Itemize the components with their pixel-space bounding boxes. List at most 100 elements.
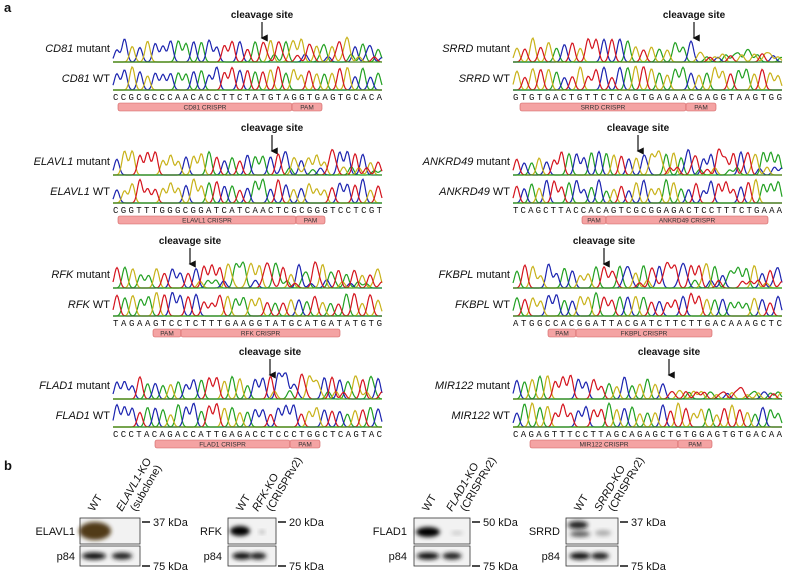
trace-label: ANKRD49 mutant [422,156,510,168]
chromatogram-trace [513,292,782,317]
marker-label: 75 kDa [483,561,519,573]
protein-label: FLAD1 [373,526,407,538]
marker-label: 37 kDa [153,517,189,529]
trace-label: CD81 mutant [45,43,110,55]
panel-label: b [4,458,12,473]
gene-name: ANKRD49 [422,156,474,168]
band [111,552,133,560]
gene-name: CD81 [62,73,90,85]
trace-label: MIR122 mutant [435,380,510,392]
gene-name: SRRD [459,73,490,85]
trace-type: WT [93,186,110,198]
gene-name: FLAD1 [56,410,90,422]
gene-name: ELAVL1 [50,186,90,198]
target-box [575,328,713,338]
protein-label: RFK [200,526,223,538]
protein-label: p84 [542,551,560,563]
target-label: PAM [304,218,318,225]
lane-label: WT [86,492,105,513]
trace-label: FKBPL mutant [439,269,511,281]
marker-label: 75 kDa [289,561,325,573]
marker-label: 37 kDa [631,517,667,529]
band [259,530,265,534]
cleavage-label: cleavage site [239,347,302,358]
cleavage-label: cleavage site [159,236,222,247]
target-label: PAM [160,331,174,338]
marker-label: 75 kDa [153,561,189,573]
target-box [605,215,769,225]
trace-label: CD81 WT [62,73,111,85]
sequence: GTGTGACTGTTCTCAGTGAGAACGAGGTAAGTGG [513,93,782,103]
gene-name: RFK [68,299,91,311]
gene-name: SRRD [442,43,473,55]
trace-label: FKBPL WT [455,299,510,311]
target-label: MIR122 CRISPR [579,442,628,449]
cleavage-label: cleavage site [638,347,701,358]
trace-type: WT [93,73,110,85]
trace-label: ELAVL1 mutant [34,156,110,168]
band [591,552,609,560]
lane-label: WT [234,492,253,513]
band [232,552,252,560]
panel-label: a [4,0,12,15]
chromatogram-trace [112,402,383,428]
sequence: TAGAAGTCCTCTTTGAAGGTATGCATGATATGTG [113,319,382,329]
band [569,552,591,560]
target-label: PAM [587,218,601,225]
band [230,526,250,536]
sequence: CAGAGTTTCCTTAGCAGAGCTGTGGAGTGTGACAA [513,430,783,440]
gene-name: CD81 [45,43,73,55]
trace-label: MIR122 WT [451,410,510,422]
protein-label: ELAVL1 [35,526,75,538]
chromatogram-trace [513,402,782,428]
cleavage-label: cleavage site [607,123,670,134]
protein-label: p84 [204,551,222,563]
target-label: ELAVL1 CRISPR [182,218,232,225]
chromatogram-trace [113,148,383,176]
chromatogram-trace [113,178,383,204]
band [79,522,111,540]
trace-label: RFK WT [68,299,110,311]
sequence: CCGCGCCCAACACCTTCTATGTAGGTGAGTGCACA [113,93,383,103]
trace-type: mutant [76,269,110,281]
sequence: ATGGCCACGGATTACGATCTTCTTGACAAAGCTC [513,319,783,329]
cleavage-label: cleavage site [573,236,636,247]
trace-type: WT [493,186,510,198]
gene-name: FKBPL [455,299,490,311]
target-box [291,102,323,112]
trace-type: mutant [476,156,510,168]
chromatogram-trace [113,40,383,63]
band [570,531,590,537]
trace-type: WT [93,299,110,311]
target-box [180,328,341,338]
gene-name: MIR122 [451,410,490,422]
cleavage-label: cleavage site [241,123,304,134]
trace-label: FLAD1 WT [56,410,111,422]
gene-name: ELAVL1 [34,156,74,168]
trace-label: FLAD1 mutant [39,380,110,392]
sequence: CCCTACAGACCATTGAGACCTCCCTGGCTCAGTAC [113,430,383,440]
gene-name: FLAD1 [39,380,73,392]
band [416,552,440,560]
band [568,521,588,529]
target-label: PAM [688,442,702,449]
gene-name: FKBPL [439,269,474,281]
trace-type: mutant [76,380,110,392]
band [451,531,463,535]
target-label: PAM [300,105,314,112]
target-label: FLAD1 CRISPR [199,442,246,449]
chromatogram-trace [113,262,383,289]
target-box [295,215,326,225]
trace-type: mutant [76,43,110,55]
sequence: TCAGCTTACCACAGTCGCGGAGACTCCTTTCTGAAA [513,206,783,216]
band [595,530,611,536]
gene-name: MIR122 [435,380,474,392]
trace-label: ANKRD49 WT [438,186,510,198]
trace-label: ELAVL1 WT [50,186,110,198]
trace-type: WT [493,73,510,85]
trace-type: WT [93,410,110,422]
band [416,527,440,537]
trace-label: SRRD WT [459,73,511,85]
target-label: FKBPL CRISPR [621,331,668,338]
